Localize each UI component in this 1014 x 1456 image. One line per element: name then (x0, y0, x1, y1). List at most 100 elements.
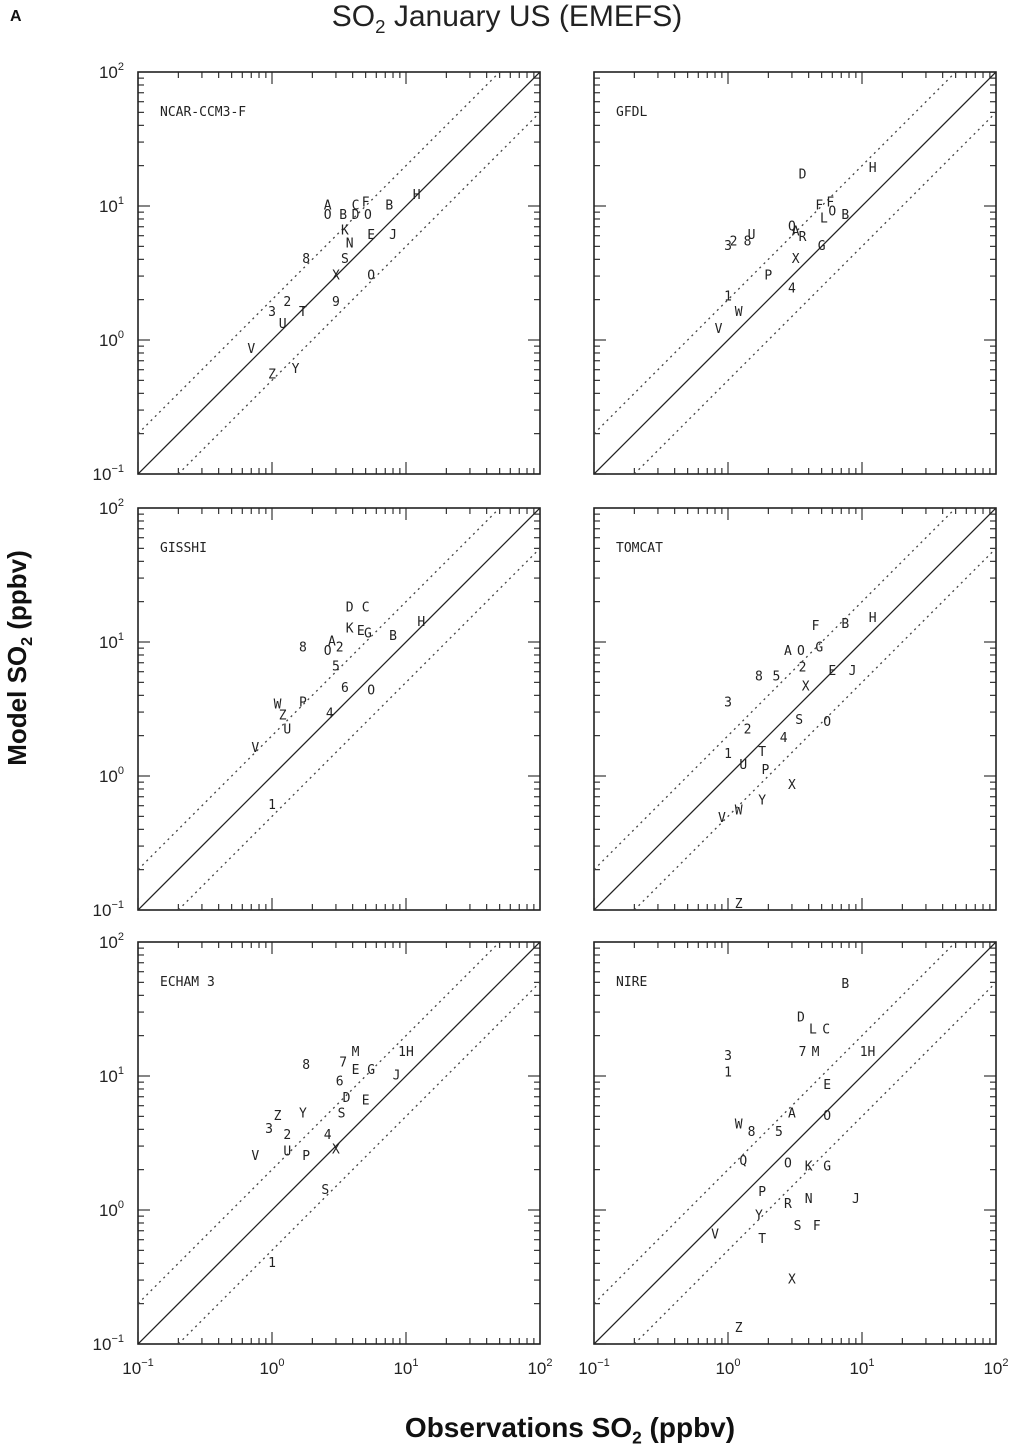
reference-lines (594, 942, 996, 1344)
reference-lines (138, 942, 540, 1344)
data-point: B (841, 617, 849, 632)
y-tick-label: 100 (99, 765, 124, 786)
data-point: E (352, 1063, 360, 1078)
data-point: E (362, 1094, 370, 1109)
factor-two-lower-line (633, 547, 996, 910)
data-point: T (758, 1232, 766, 1247)
one-to-one-line (594, 508, 996, 910)
data-point: F (826, 196, 834, 211)
data-point: P (761, 763, 769, 778)
data-point: U (283, 723, 291, 738)
x-tick-label: 10−1 (578, 1357, 609, 1378)
y-tick-label: 100 (99, 329, 124, 350)
data-point: 7 (339, 1056, 347, 1071)
data-point: M (812, 1045, 820, 1060)
data-point: 8 (299, 641, 307, 656)
panel-echam-3: ECHAM 3M 1H8 7 E G J6D ESZ Y3 2 4XV U PS110−1100101… (93, 931, 553, 1378)
y-tick-label: 102 (99, 61, 124, 82)
data-point: 3 (724, 696, 732, 711)
data-point: 1 (724, 747, 732, 762)
y-tick-label: 10−1 (93, 899, 124, 920)
data-point: 8 (755, 669, 763, 684)
data-point: V (718, 811, 726, 826)
data-point: D (346, 600, 354, 615)
data-point: U (283, 1145, 291, 1160)
y-tick-label: 10−1 (93, 463, 124, 484)
data-point: 8 (302, 252, 310, 267)
title-rest: January US (EMEFS) (385, 0, 683, 33)
data-point: J (389, 228, 397, 243)
data-point: U (748, 228, 756, 243)
x-tick-label: 10−1 (122, 1357, 153, 1378)
one-to-one-line (138, 72, 540, 474)
data-point: W (274, 697, 282, 712)
xlabel-rest: (ppbv) (641, 1412, 736, 1443)
y-tick-label: 102 (99, 931, 124, 952)
data-point: V (251, 1149, 259, 1164)
data-point: P (764, 269, 772, 284)
data-point: 3 (265, 1122, 273, 1137)
y-tick-label: 100 (99, 1199, 124, 1220)
one-to-one-line (594, 942, 996, 1344)
data-point: W (735, 1118, 743, 1133)
data-point: O (367, 269, 375, 284)
data-point: U (279, 317, 287, 332)
data-point: C (822, 1023, 830, 1038)
data-point: Z (279, 709, 287, 724)
data-point: A (784, 644, 792, 659)
data-point: 1 (268, 1256, 276, 1271)
title-subscript: 2 (375, 16, 386, 37)
one-to-one-line (594, 72, 996, 474)
data-point: 1 (724, 1066, 732, 1081)
data-point: E (828, 664, 836, 679)
data-point: B (841, 977, 849, 992)
data-point: 8 (748, 1125, 756, 1140)
x-tick-label: 102 (983, 1357, 1008, 1378)
data-point: Y (299, 1107, 307, 1122)
data-point: G (364, 626, 372, 641)
model-name-label: GFDL (616, 105, 647, 120)
y-tick-label: 101 (99, 631, 124, 652)
data-point: O (367, 684, 375, 699)
data-point: W (735, 305, 743, 320)
data-point: D (352, 208, 360, 223)
data-point: X (788, 1273, 796, 1288)
factor-two-upper-line (138, 72, 501, 435)
factor-two-upper-line (594, 72, 957, 435)
factor-two-upper-line (138, 508, 501, 871)
data-point: X (792, 252, 800, 267)
data-point: T (758, 745, 766, 760)
data-point: 1H (398, 1045, 414, 1060)
data-point: V (711, 1228, 719, 1243)
reference-lines (594, 508, 996, 910)
data-point: S (795, 713, 803, 728)
data-point: 6 (341, 681, 349, 696)
data-point: 2 (799, 660, 807, 675)
data-point: 6 (336, 1075, 344, 1090)
data-point: E (367, 228, 375, 243)
xlabel-main: Observations SO (404, 1412, 633, 1443)
data-point: J (852, 1192, 860, 1207)
model-name-label: NCAR-CCM3-F (160, 105, 246, 120)
x-tick-label: 100 (259, 1357, 284, 1378)
data-point: D (343, 1091, 351, 1106)
data-point: R (784, 1197, 792, 1212)
data-point: M (352, 1045, 360, 1060)
data-point: T (299, 305, 307, 320)
data-point: Z (735, 1321, 743, 1336)
data-point: C (362, 600, 370, 615)
data-point: P (302, 1149, 310, 1164)
factor-two-upper-line (594, 942, 957, 1305)
data-point: R (799, 230, 807, 245)
xlabel-subscript: 2 (632, 1427, 642, 1448)
data-point: K (805, 1159, 813, 1174)
data-point: 3 (724, 239, 732, 254)
data-point: U (739, 758, 747, 773)
data-point: A (788, 1107, 796, 1122)
data-point: Z (735, 897, 743, 912)
reference-lines (138, 72, 540, 474)
plot-frame (593, 71, 997, 475)
